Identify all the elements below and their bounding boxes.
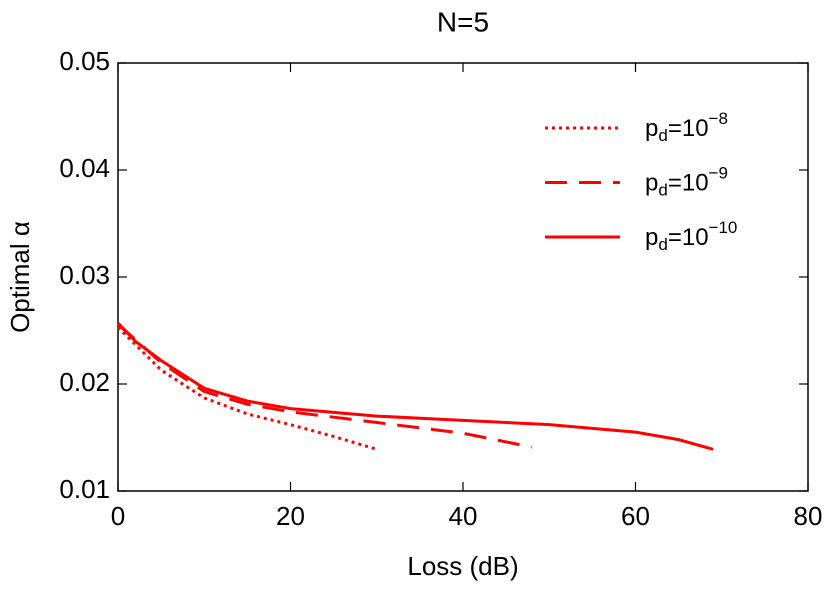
chart-title: N=5 — [437, 6, 489, 37]
legend-label-part: d — [658, 181, 667, 200]
x-tick-label: 40 — [449, 501, 478, 531]
x-tick-label: 80 — [794, 501, 823, 531]
legend-label-part: −8 — [709, 109, 728, 128]
y-tick-label: 0.02 — [59, 367, 110, 397]
legend-label-part: −9 — [709, 164, 728, 183]
y-tick-label: 0.04 — [59, 153, 110, 183]
legend-label-part: =10 — [668, 115, 709, 142]
legend-label-part: p — [645, 224, 658, 251]
legend-label-part: −10 — [709, 218, 738, 237]
y-tick-label: 0.03 — [59, 260, 110, 290]
x-axis-label: Loss (dB) — [407, 551, 518, 581]
data-line — [117, 322, 533, 449]
y-tick-label: 0.05 — [59, 46, 110, 76]
data-line — [116, 326, 378, 451]
legend-label: pd=10−9 — [645, 164, 728, 200]
legend-label-part: d — [658, 235, 667, 254]
legend-label-part: p — [645, 170, 658, 197]
data-line — [116, 321, 714, 451]
legend-label: pd=10−10 — [645, 218, 737, 254]
legend-label-part: =10 — [668, 224, 709, 251]
legend-label-part: p — [645, 115, 658, 142]
legend-label-part: d — [658, 126, 667, 145]
x-tick-label: 20 — [276, 501, 305, 531]
y-tick-label: 0.01 — [59, 474, 110, 504]
x-tick-label: 0 — [111, 501, 125, 531]
x-tick-label: 60 — [621, 501, 650, 531]
y-axis-label: Optimal α — [5, 221, 35, 333]
legend-label: pd=10−8 — [645, 109, 728, 145]
legend-label-part: =10 — [668, 170, 709, 197]
